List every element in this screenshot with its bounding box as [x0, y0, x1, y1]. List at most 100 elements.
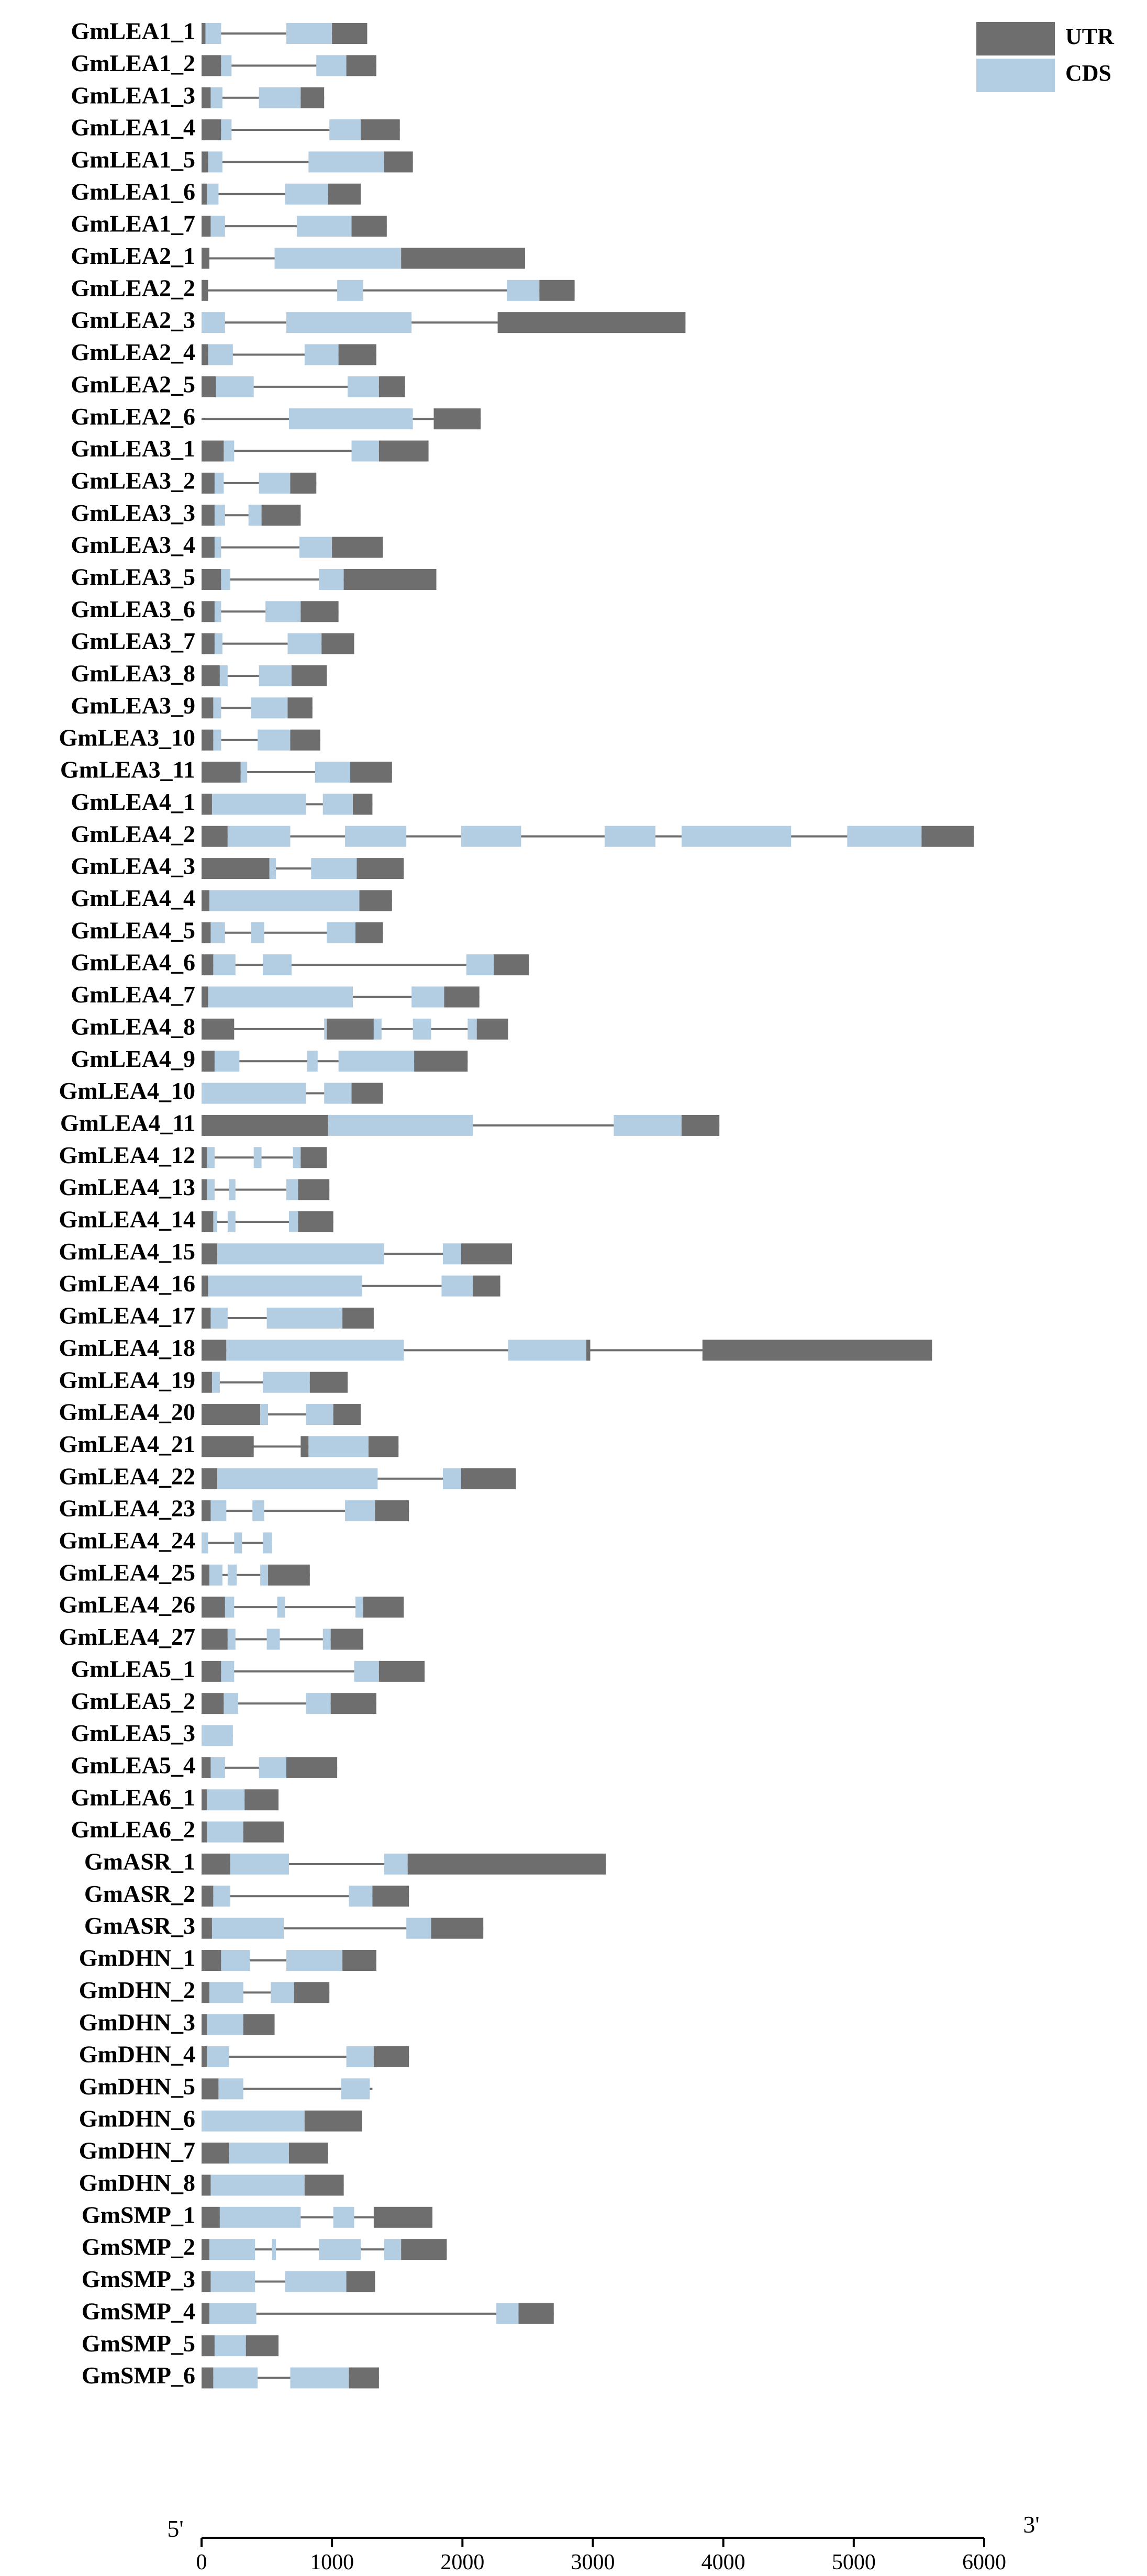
- gene-name: GmLEA4_22: [59, 1463, 195, 1489]
- utr-segment: [202, 1243, 217, 1265]
- gene-name: GmLEA4_2: [71, 820, 195, 847]
- cds-segment: [219, 665, 228, 686]
- utr-segment: [373, 2206, 433, 2228]
- utr-segment: [343, 568, 437, 590]
- cds-segment: [234, 1532, 242, 1554]
- cds-segment: [327, 922, 356, 943]
- cds-segment: [322, 794, 353, 815]
- utr-segment: [202, 151, 208, 173]
- utr-segment: [202, 119, 221, 141]
- utr-segment: [202, 344, 208, 365]
- utr-segment: [202, 1564, 209, 1586]
- cds-segment: [442, 1243, 461, 1265]
- utr-segment: [342, 1950, 376, 1971]
- gene-row: GmLEA4_9: [71, 1045, 468, 1072]
- utr-segment: [375, 1500, 409, 1522]
- gene-name: GmLEA4_3: [71, 853, 195, 879]
- utr-segment: [473, 1275, 500, 1297]
- gene-row: GmSMP_4: [82, 2298, 554, 2324]
- cds-segment: [213, 1886, 230, 1907]
- utr-segment: [202, 2335, 215, 2357]
- gene-row: GmLEA2_4: [71, 339, 376, 365]
- cds-segment: [293, 1147, 301, 1168]
- cds-segment: [259, 87, 301, 108]
- cds-segment: [252, 1500, 264, 1522]
- utr-segment: [202, 2367, 214, 2389]
- gene-row: GmLEA2_6: [71, 403, 481, 430]
- utr-segment: [268, 1564, 310, 1586]
- utr-segment: [202, 1982, 209, 2003]
- gene-name: GmLEA1_2: [71, 50, 195, 76]
- cds-segment: [319, 2239, 361, 2260]
- gene-row: GmLEA2_2: [71, 274, 575, 301]
- cds-segment: [210, 87, 222, 108]
- gene-name: GmLEA3_7: [71, 628, 195, 654]
- utr-segment: [202, 1917, 212, 1939]
- cds-segment: [208, 151, 222, 173]
- cds-segment: [847, 826, 922, 847]
- cds-segment: [210, 1757, 225, 1778]
- cds-segment: [345, 1500, 375, 1522]
- gene-name: GmDHN_7: [79, 2137, 195, 2164]
- cds-segment: [209, 890, 360, 911]
- utr-segment: [202, 216, 211, 237]
- utr-segment: [202, 1211, 214, 1232]
- cds-segment: [466, 954, 494, 976]
- cds-segment: [338, 1051, 415, 1072]
- utr-segment: [351, 216, 387, 237]
- utr-segment: [372, 1886, 409, 1907]
- cds-segment: [208, 986, 353, 1008]
- gene-name: GmLEA3_4: [71, 531, 195, 558]
- utr-segment: [359, 890, 392, 911]
- cds-segment: [328, 1114, 473, 1136]
- cds-segment: [209, 1564, 222, 1586]
- utr-segment: [202, 1821, 207, 1843]
- gene-row: GmDHN_6: [79, 2105, 362, 2132]
- cds-segment: [285, 183, 328, 205]
- cds-segment: [206, 1789, 245, 1811]
- cds-segment: [214, 537, 221, 558]
- gene-name: GmLEA4_17: [59, 1302, 195, 1329]
- gene-row: GmLEA4_23: [59, 1495, 409, 1522]
- cds-segment: [260, 1404, 269, 1425]
- utr-segment: [202, 2078, 219, 2100]
- gene-row: GmSMP_1: [82, 2201, 433, 2228]
- gene-name: GmLEA1_6: [71, 178, 195, 205]
- utr-segment: [202, 568, 221, 590]
- legend-utr-label: UTR: [1065, 24, 1115, 49]
- utr-segment: [300, 87, 325, 108]
- cds-segment: [306, 1404, 333, 1425]
- utr-segment: [368, 1436, 399, 1457]
- cds-segment: [210, 2271, 255, 2292]
- cds-segment: [461, 826, 521, 847]
- gene-name: GmLEA4_1: [71, 788, 195, 815]
- utr-segment: [202, 1275, 208, 1297]
- gene-row: GmLEA4_8: [71, 1013, 508, 1040]
- utr-segment: [332, 23, 368, 44]
- cds-segment: [213, 1211, 217, 1232]
- cds-segment: [210, 216, 225, 237]
- utr-segment: [202, 472, 215, 494]
- cds-segment: [269, 858, 276, 879]
- gene-row: GmLEA4_14: [59, 1206, 333, 1233]
- gene-name: GmLEA2_2: [71, 274, 195, 301]
- cds-segment: [206, 1147, 215, 1168]
- legend-utr-swatch: [976, 22, 1055, 55]
- utr-segment: [346, 2271, 375, 2292]
- gene-row: GmLEA4_16: [59, 1270, 500, 1297]
- gene-name: GmLEA3_1: [71, 435, 195, 462]
- utr-segment: [298, 1211, 333, 1232]
- cds-segment: [258, 729, 291, 751]
- gene-name: GmLEA3_10: [59, 724, 195, 751]
- cds-segment: [214, 633, 222, 654]
- cds-segment: [216, 376, 254, 397]
- gene-name: GmLEA5_1: [71, 1655, 195, 1682]
- axis-tick-label: 0: [196, 2550, 207, 2574]
- gene-name: GmLEA3_6: [71, 596, 195, 622]
- utr-segment: [202, 1147, 207, 1168]
- cds-segment: [214, 2335, 246, 2357]
- gene-row: GmLEA4_27: [59, 1623, 363, 1650]
- cds-segment: [354, 1660, 379, 1682]
- cds-segment: [221, 1950, 250, 1971]
- gene-row: GmLEA4_6: [71, 949, 529, 976]
